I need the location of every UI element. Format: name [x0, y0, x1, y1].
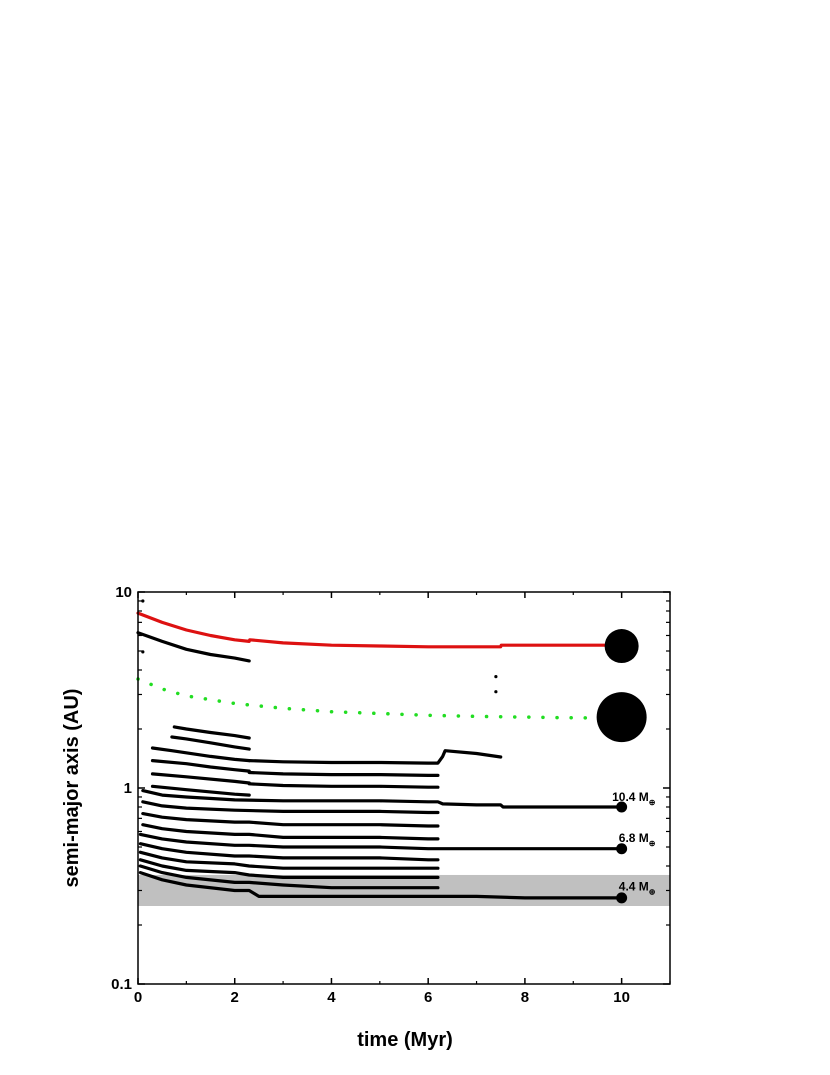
series-line-5	[170, 735, 251, 751]
series-line-9	[150, 784, 251, 797]
y-tick-label: 0.1	[111, 976, 132, 993]
series-line-11	[247, 770, 440, 778]
planet-marker-1	[604, 629, 639, 664]
series-line-4	[172, 725, 251, 740]
x-tick-label: 4	[327, 989, 336, 1006]
x-tick-label: 2	[231, 989, 239, 1006]
series-line-6	[150, 746, 251, 763]
mass-annotation-1: 10.4 M⊕	[612, 790, 656, 807]
series-line-16	[141, 823, 440, 841]
mass-annotation-3: 4.4 M⊕	[619, 879, 656, 896]
series-line-1	[136, 611, 624, 649]
series-line-7	[150, 758, 251, 773]
stray-point-4	[141, 650, 145, 654]
planet-marker-2	[596, 692, 647, 743]
series-line-17	[138, 832, 624, 851]
series-line-20	[138, 858, 440, 880]
series-line-12	[247, 782, 440, 789]
planet-marker-5	[616, 892, 628, 904]
series-line-8	[150, 772, 251, 785]
series-line-3	[136, 631, 251, 663]
x-tick-label: 10	[613, 989, 630, 1006]
series-line-10	[247, 749, 503, 765]
annotation-layer: 10.4 M⊕ 6.8 M⊕ 4.4 M⊕	[612, 790, 656, 897]
y-axis-label: semi-major axis (AU)	[61, 689, 83, 888]
series-line-13	[141, 788, 624, 809]
stray-point-1	[494, 675, 498, 679]
planet-marker-3	[616, 801, 628, 813]
x-tick-label: 6	[424, 989, 432, 1006]
series-line-15	[141, 811, 440, 828]
y-tick-label: 1	[124, 780, 132, 797]
series-line-19	[138, 850, 440, 870]
axis-tick-layer: 0 2 4 6 8 10 0.1 1 10	[111, 584, 671, 1006]
series-layer	[136, 599, 624, 900]
y-tick-label: 10	[115, 584, 132, 601]
series-line-18	[138, 842, 440, 862]
series-line-22	[138, 870, 624, 900]
series-line-2	[136, 677, 624, 720]
x-axis-label: time (Myr)	[357, 1029, 453, 1051]
series-line-14	[141, 800, 440, 815]
planet-marker-4	[616, 843, 628, 855]
x-tick-label: 0	[134, 989, 142, 1006]
stray-point-3	[141, 599, 145, 603]
x-tick-label: 8	[521, 989, 529, 1006]
mass-annotation-2: 6.8 M⊕	[619, 831, 656, 848]
planet-marker-layer	[596, 629, 647, 904]
stray-point-2	[494, 690, 498, 694]
series-line-21	[138, 864, 440, 890]
